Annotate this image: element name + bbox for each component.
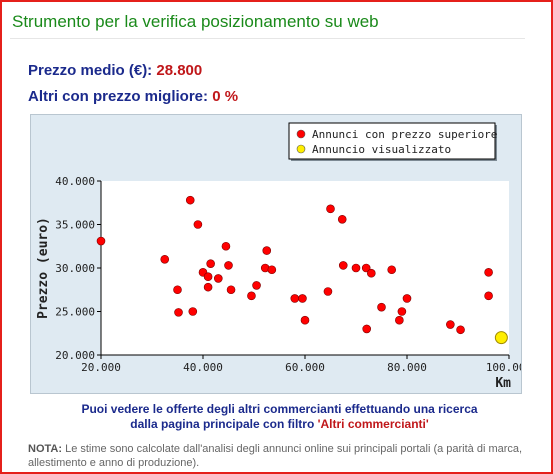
listing-point [206,259,215,268]
x-tick-label: 60.000 [285,361,325,374]
disclaimer-note: NOTA: Le stime sono calcolate dall'anali… [28,442,538,470]
listing-point [188,307,198,316]
listing-point [362,324,372,334]
legend-marker [296,144,306,154]
listing-point [351,263,361,273]
info-message: Puoi vedere le offerte degli altri comme… [32,402,527,432]
avg-price-row: Prezzo medio (€): 28.800 [28,62,202,79]
listing-point [326,204,335,214]
listing-point [193,220,203,229]
listing-point [214,274,223,283]
listing-point [387,265,397,275]
listing-point [185,195,195,205]
note-label: NOTA: [28,443,63,455]
listing-point [338,261,348,270]
listing-point [337,214,347,224]
listing-point [174,308,183,317]
y-tick-label: 20.000 [55,349,95,362]
listing-point [173,285,182,295]
better-price-row: Altri con prezzo migliore: 0 % [28,88,238,105]
x-tick-label: 100.000 [486,361,521,374]
altri-commercianti-filter: 'Altri commercianti' [317,417,429,431]
avg-price-label: Prezzo medio (€): [28,62,153,79]
listing-point [402,294,412,303]
plot-area [101,181,509,355]
title-divider [10,38,525,39]
chart-points [96,195,508,345]
legend-entry: Annunci con prezzo superiore [312,128,497,141]
better-price-value: 0 % [212,88,239,105]
avg-price-value: 28.800 [156,62,203,79]
listing-point [203,272,213,281]
legend-box [288,122,496,160]
listing-point [224,261,233,270]
listing-point [262,246,272,255]
y-tick-label: 25.000 [55,306,95,319]
info-line-2-text: dalla pagina principale con filtro [130,417,318,431]
listing-point [252,281,261,290]
scatter-chart-svg: Annunci con prezzo superiore Annuncio vis… [36,122,521,391]
listing-point [290,294,300,303]
listing-point [395,315,404,325]
listing-point [366,268,376,278]
listing-point [446,320,455,329]
listing-point [397,307,407,316]
listing-point [247,291,256,301]
y-tick-label: 35.000 [55,219,95,232]
note-text: Le stime sono calcolate dall'analisi deg… [28,443,523,469]
listing-point [203,282,213,292]
listing-point [226,285,236,295]
chart-axes: 20.000 25.000 30.000 35.000 40.000 20.000 40.0… [36,175,521,391]
listing-point [361,263,371,273]
y-tick-label: 40.000 [55,175,95,188]
better-price-label: Altri con prezzo migliore: [28,88,209,105]
y-tick-label: 30.000 [55,262,95,275]
listing-point [323,287,333,296]
y-axis-title: Prezzo (euro) [36,217,51,319]
x-tick-label: 80.000 [387,361,427,374]
listing-point [96,236,106,246]
listing-point [484,268,493,277]
listing-point [160,255,170,264]
x-tick-label: 40.000 [183,361,223,374]
listing-point [377,302,386,312]
info-line-2: dalla pagina principale con filtro 'Altr… [32,417,527,432]
listing-point [300,315,310,325]
legend-entry: Annuncio visualizzato [312,143,451,156]
page-title: Strumento per la verifica posizionamento… [12,12,379,31]
listing-point [298,294,307,303]
listing-point [484,291,493,301]
listing-point [267,265,277,275]
x-axis-title: Km [495,376,511,391]
x-tick-label: 20.000 [81,361,121,374]
info-line-1: Puoi vedere le offerte degli altri comme… [81,402,478,416]
listing-point [456,325,465,335]
chart-legend: Annunci con prezzo superiore Annuncio vis… [288,122,497,161]
listing-point [221,241,231,251]
legend-marker [296,129,306,139]
highlighted-listing-point [494,331,508,345]
price-km-chart: Annunci con prezzo superiore Annuncio vis… [30,114,522,394]
